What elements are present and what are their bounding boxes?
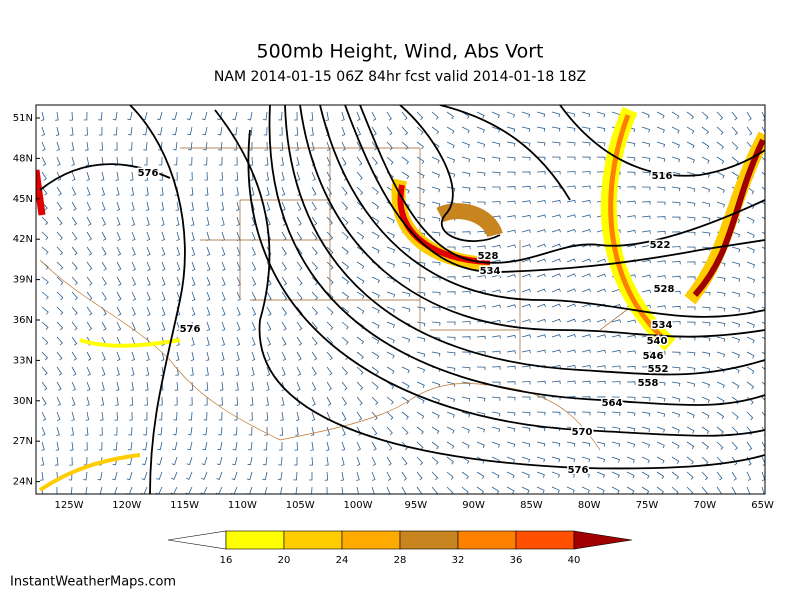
lon-label: 115W: [170, 500, 199, 511]
colorbar-label: 28: [394, 555, 407, 566]
lat-label: 42N: [13, 234, 33, 245]
lon-label: 85W: [520, 500, 543, 511]
lon-label: 80W: [578, 500, 601, 511]
colorbar-bin: [399, 530, 459, 550]
colorbar-label: 20: [278, 555, 291, 566]
lat-label: 45N: [13, 194, 33, 205]
contour-label: 534: [480, 266, 501, 277]
lon-label: 70W: [693, 500, 716, 511]
footer: InstantWeatherMaps.com: [10, 575, 176, 590]
colorbar-label: 36: [510, 555, 523, 566]
contour-label: 576: [568, 465, 589, 476]
lat-label: 48N: [13, 153, 33, 164]
map-frame: [35, 104, 766, 495]
lon-label: 100W: [344, 500, 373, 511]
borders: [39, 147, 641, 451]
lat-label: 27N: [13, 436, 33, 447]
lon-label: 65W: [751, 500, 774, 511]
contour-label: 534: [652, 320, 673, 331]
lat-label: 24N: [13, 477, 33, 488]
contour-label: 516: [652, 171, 673, 182]
contour-label: 552: [648, 364, 669, 375]
contour-label: 558: [638, 378, 659, 389]
barb: [40, 111, 765, 494]
colorbar-bin: [341, 530, 401, 550]
lat-label: 36N: [13, 315, 33, 326]
contour-label: 564: [602, 398, 623, 409]
contour-label: 528: [654, 284, 675, 295]
subtitle: NAM 2014-01-15 06Z 84hr fcst valid 2014-…: [214, 69, 586, 85]
colorbar-bin: [515, 530, 575, 550]
lat-label: 30N: [13, 396, 33, 407]
lon-label: 120W: [112, 500, 141, 511]
colorbar-label: 24: [336, 555, 349, 566]
colorbar-high: [573, 530, 633, 550]
colorbar-low: [167, 530, 227, 550]
height-contours: [39, 105, 765, 494]
contour-label: 576: [180, 324, 201, 335]
lon-label: 110W: [228, 500, 257, 511]
lon-label: 125W: [55, 500, 84, 511]
contour-label: 528: [478, 251, 499, 262]
title: 500mb Height, Wind, Abs Vort: [257, 41, 544, 63]
colorbar-bin: [225, 530, 285, 550]
lat-label: 33N: [13, 355, 33, 366]
colorbar-label: 16: [220, 555, 233, 566]
contour-label: 576: [138, 168, 159, 179]
contour-label: 570: [572, 427, 593, 438]
colorbar-label: 40: [568, 555, 581, 566]
lon-label: 105W: [286, 500, 315, 511]
lon-label: 95W: [404, 500, 427, 511]
lat-label: 39N: [13, 275, 33, 286]
contour-label: 540: [647, 336, 668, 347]
lon-label: 90W: [462, 500, 485, 511]
wind-barbs: [40, 111, 765, 494]
colorbar-bin: [457, 530, 517, 550]
map-layers: [36, 105, 765, 494]
contour-label: 546: [643, 351, 664, 362]
contour-label: 522: [650, 240, 671, 251]
lon-label: 75W: [636, 500, 659, 511]
colorbar-bin: [283, 530, 343, 550]
contour-labels: 576 576 528 534 516 522 528 534 540 546 …: [136, 167, 676, 478]
colorbar-label: 32: [452, 555, 465, 566]
lat-label: 51N: [13, 113, 33, 124]
